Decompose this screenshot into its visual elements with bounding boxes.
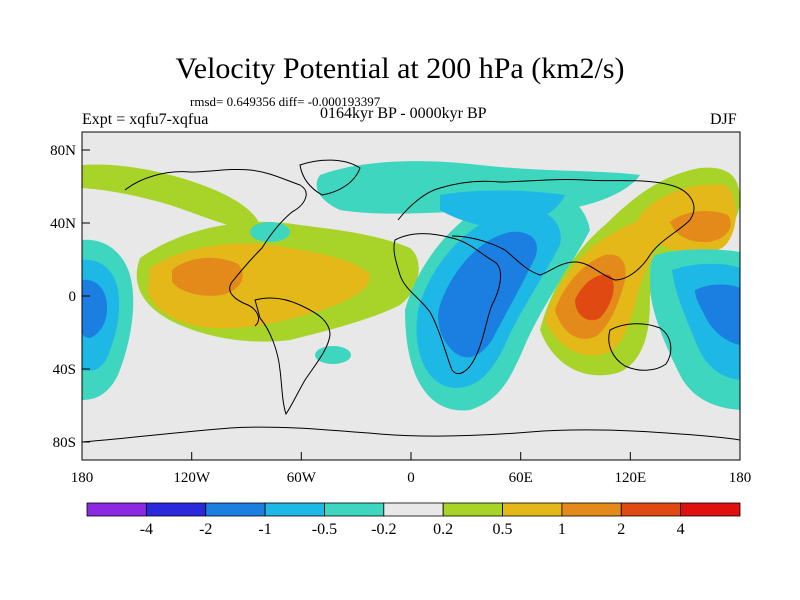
colorbar-label: 2 (617, 521, 625, 538)
colorbar-swatch (502, 502, 563, 517)
contour-pos-weak-north (82, 164, 262, 232)
y-label-40n: 40N (50, 216, 76, 232)
coastlines (82, 159, 740, 443)
x-label-180e: 180 (729, 470, 752, 486)
period-label: 0164kyr BP - 0000kyr BP (320, 105, 487, 122)
coast-eurasia (397, 178, 695, 281)
contour-pos-max-asia (575, 274, 614, 321)
contour-neg-strong-epacific-west (82, 279, 108, 338)
colorbar-label: 1 (558, 521, 566, 538)
y-label-40s: 40S (53, 362, 76, 378)
colorbar-label: 0.2 (433, 521, 453, 538)
y-labels: 80N 40N 0 40S 80S (50, 143, 76, 451)
colorbar-label: -2 (199, 521, 212, 538)
x-labels: 180 120W 60W 0 60E 120E 180 (71, 470, 752, 486)
contour-pos-strong-americas (172, 257, 243, 296)
y-label-80s: 80S (53, 435, 76, 451)
contour-pos-strong-npacific (670, 210, 731, 243)
colorbar-swatch (324, 502, 385, 517)
contour-neg-weak-atlantic-blob (250, 222, 290, 242)
colorbar-swatch (264, 502, 325, 517)
colorbar: -4 -2 -1 -0.5 -0.2 0.2 0.5 1 2 4 (86, 502, 741, 538)
x-label-60e: 60E (509, 470, 533, 486)
coast-greenland (299, 159, 361, 196)
x-ticks (81, 452, 741, 460)
y-label-0: 0 (69, 289, 77, 305)
plot-title: Velocity Potential at 200 hPa (km2/s) (175, 52, 625, 85)
y-label-80n: 80N (50, 143, 76, 159)
contour-neg-weak-satlantic-blob (315, 346, 351, 364)
stats-text: rmsd= 0.649356 diff= -0.000193397 (190, 94, 381, 109)
colorbar-swatch (145, 502, 207, 517)
colorbar-swatch (442, 502, 503, 517)
coast-north-america (124, 168, 307, 327)
colorbar-label: -0.5 (312, 521, 337, 538)
colorbar-label: -1 (258, 521, 271, 538)
experiment-label: Expt = xqfu7-xqfua (82, 111, 209, 128)
field-layer (82, 132, 740, 460)
coast-australia (608, 323, 672, 371)
x-label-120e: 120E (614, 470, 646, 486)
colorbar-swatch (383, 502, 444, 517)
coast-africa (393, 233, 502, 374)
colorbar-swatch (86, 502, 147, 517)
colorbar-label: 0.5 (493, 521, 513, 538)
x-label-60w: 60W (287, 470, 317, 486)
colorbar-swatch (205, 502, 266, 517)
y-ticks (82, 149, 90, 443)
x-label-180w: 180 (71, 470, 94, 486)
colorbar-swatch (620, 502, 682, 517)
colorbar-swatch (561, 502, 622, 517)
x-label-0: 0 (407, 470, 415, 486)
colorbar-swatch (680, 502, 741, 517)
coast-antarctica (82, 426, 740, 443)
x-label-120w: 120W (173, 470, 211, 486)
contour-neg-mid-eurasia (440, 190, 565, 229)
colorbar-label: -4 (140, 521, 153, 538)
colorbar-label: -0.2 (371, 521, 396, 538)
colorbar-label: 4 (677, 521, 685, 538)
coast-south-america (254, 297, 331, 416)
season-label: DJF (710, 111, 737, 128)
contour-neg-strong-epacific-east (695, 284, 740, 345)
contour-neg-strong-africa (438, 231, 538, 358)
